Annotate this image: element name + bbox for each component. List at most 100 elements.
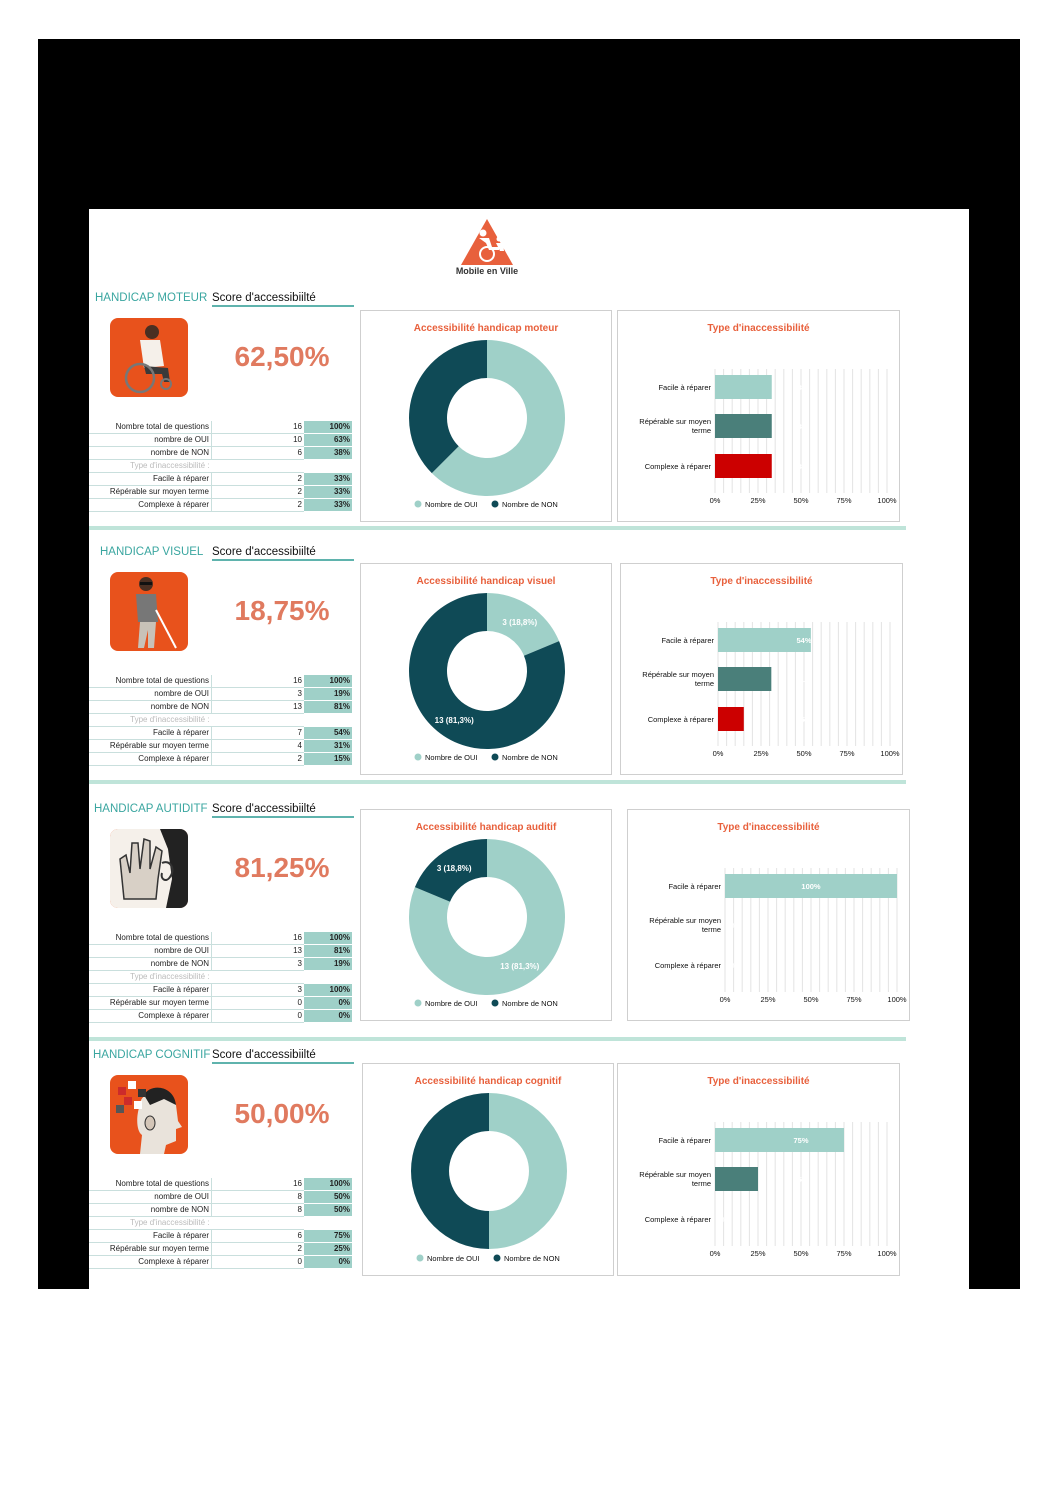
chart-title: Accessibilité handicap visuel — [417, 576, 556, 587]
table-row: nombre de NON 8 50% — [89, 1203, 352, 1217]
row-label: Facile à réparer — [89, 726, 212, 740]
row-percent: 54% — [304, 726, 352, 740]
wheelchair-triangle-logo — [461, 219, 513, 265]
row-count — [211, 1216, 304, 1230]
bar-category-label: Complexe à réparer — [655, 961, 722, 970]
row-label: nombre de NON — [89, 957, 212, 971]
row-label: Type d'inaccessibilité : — [89, 1216, 212, 1230]
x-tick-label: 25% — [750, 1249, 765, 1258]
row-percent: 33% — [304, 498, 352, 512]
row-count: 4 — [211, 739, 304, 753]
table-row: Facile à réparer 7 54% — [89, 726, 352, 740]
row-label: Complexe à réparer — [89, 1009, 212, 1023]
hand-ear-icon — [110, 829, 188, 908]
row-label: Type d'inaccessibilité : — [89, 970, 212, 984]
bar-value-label: 33% — [793, 383, 808, 392]
donut-slice-oui — [431, 340, 565, 496]
row-label: Répérable sur moyen terme — [89, 996, 212, 1010]
slice-data-label: 3 (18,8%) — [437, 864, 472, 873]
x-tick-label: 0% — [710, 1249, 721, 1258]
bar-complexe — [715, 454, 772, 478]
row-count: 0 — [211, 1009, 304, 1023]
table-row: Complexe à réparer 2 33% — [89, 498, 352, 512]
slice-data-label: 13 (81,3%) — [500, 962, 539, 971]
legend-label-oui: Nombre de OUI — [427, 1254, 480, 1263]
legend-swatch-non — [491, 500, 499, 508]
accessibility-score: 50,00% — [234, 1098, 330, 1129]
row-label: Complexe à réparer — [89, 1255, 212, 1269]
chart-legend: Nombre de OUI Nombre de NON — [416, 1254, 560, 1263]
logo-text: Mobile en Ville — [455, 266, 519, 276]
bar-reperable — [718, 667, 772, 691]
bar-value-label: 0% — [727, 961, 738, 970]
row-label: Répérable sur moyen terme — [89, 485, 212, 499]
row-count: 2 — [211, 498, 304, 512]
row-count: 2 — [211, 472, 304, 486]
bar-chart-panel: Type d'inaccessibilité Facile à réparer 33… — [617, 310, 900, 522]
donut-chart-panel: Accessibilité handicap moteur Nombre de O… — [360, 310, 612, 522]
bar-complexe — [718, 707, 744, 731]
legend-swatch-oui — [414, 500, 422, 508]
legend-swatch-oui — [414, 753, 422, 761]
row-count: 0 — [211, 996, 304, 1010]
table-row: nombre de OUI 10 63% — [89, 433, 352, 447]
legend-swatch-non — [491, 999, 499, 1007]
x-tick-label: 75% — [836, 496, 851, 505]
table-row: Facile à réparer 6 75% — [89, 1229, 352, 1243]
row-label: Nombre total de questions — [89, 675, 212, 688]
section-title: HANDICAP AUTIDITF — [94, 803, 208, 815]
row-count: 2 — [211, 485, 304, 499]
table-row: Type d'inaccessibilité : — [89, 1216, 352, 1230]
legend-label-non: Nombre de NON — [502, 999, 558, 1008]
score-label: Score d'accessibiilté — [212, 546, 354, 561]
row-count: 6 — [211, 1229, 304, 1243]
section-title: HANDICAP COGNITIF — [93, 1049, 211, 1061]
x-tick-label: 100% — [877, 496, 897, 505]
stats-table: Nombre total de questions 16 100% nombre de… — [89, 675, 352, 766]
table-row: Facile à réparer 2 33% — [89, 472, 352, 486]
bar-value-label: 100% — [801, 882, 821, 891]
bar-category-label: Répérable sur moyen terme — [639, 1170, 711, 1188]
bar-value-label: 31% — [796, 675, 811, 684]
bar-chart: Type d'inaccessibilité Facile à réparer 10… — [649, 822, 907, 1004]
row-percent: 100% — [304, 983, 352, 997]
donut-chart: Accessibilité handicap cognitif Nombre de… — [411, 1076, 567, 1263]
row-label: nombre de OUI — [89, 687, 212, 701]
legend-label-oui: Nombre de OUI — [425, 999, 478, 1008]
x-tick-label: 100% — [877, 1249, 897, 1258]
row-label: nombre de OUI — [89, 944, 212, 958]
row-count: 16 — [211, 675, 304, 688]
row-label: Type d'inaccessibilité : — [89, 459, 212, 473]
stats-table: Nombre total de questions 16 100% nombre de… — [89, 1178, 352, 1269]
legend-label-non: Nombre de NON — [502, 753, 558, 762]
legend-swatch-non — [493, 1254, 501, 1262]
score-label: Score d'accessibiilté — [212, 803, 354, 818]
score-label: Score d'accessibiilté — [212, 292, 354, 307]
chart-legend: Nombre de OUI Nombre de NON — [414, 753, 558, 762]
accessibility-score: 62,50% — [234, 341, 330, 372]
donut-chart: Accessibilité handicap moteur Nombre de O… — [409, 323, 565, 509]
row-percent: 100% — [304, 675, 352, 688]
donut-chart-panel: Accessibilité handicap auditif 13 (81,3%)… — [360, 809, 612, 1021]
legend-label-non: Nombre de NON — [504, 1254, 560, 1263]
bar-value-label: 0% — [727, 921, 738, 930]
x-tick-label: 0% — [710, 496, 721, 505]
chart-title: Type d'inaccessibilité — [707, 1076, 810, 1087]
bar-category-label: Répérable sur moyen terme — [642, 670, 714, 688]
row-percent: 25% — [304, 1242, 352, 1256]
bar-value-label: 33% — [793, 422, 808, 431]
x-tick-label: 50% — [796, 749, 811, 758]
blind-person-cane-icon — [110, 572, 188, 651]
bar-chart-panel: Type d'inaccessibilité Facile à réparer 54… — [620, 563, 903, 775]
donut-slice-non — [409, 340, 487, 474]
row-percent: 33% — [304, 472, 352, 486]
row-percent: 50% — [304, 1190, 352, 1204]
bar-facile — [715, 375, 772, 399]
row-count: 8 — [211, 1203, 304, 1217]
row-label: Nombre total de questions — [89, 932, 212, 945]
donut-slice-non — [409, 593, 565, 749]
row-count: 10 — [211, 433, 304, 447]
table-row: nombre de NON 3 19% — [89, 957, 352, 971]
bar-value-label: 75% — [793, 1136, 808, 1145]
x-tick-label: 50% — [793, 1249, 808, 1258]
